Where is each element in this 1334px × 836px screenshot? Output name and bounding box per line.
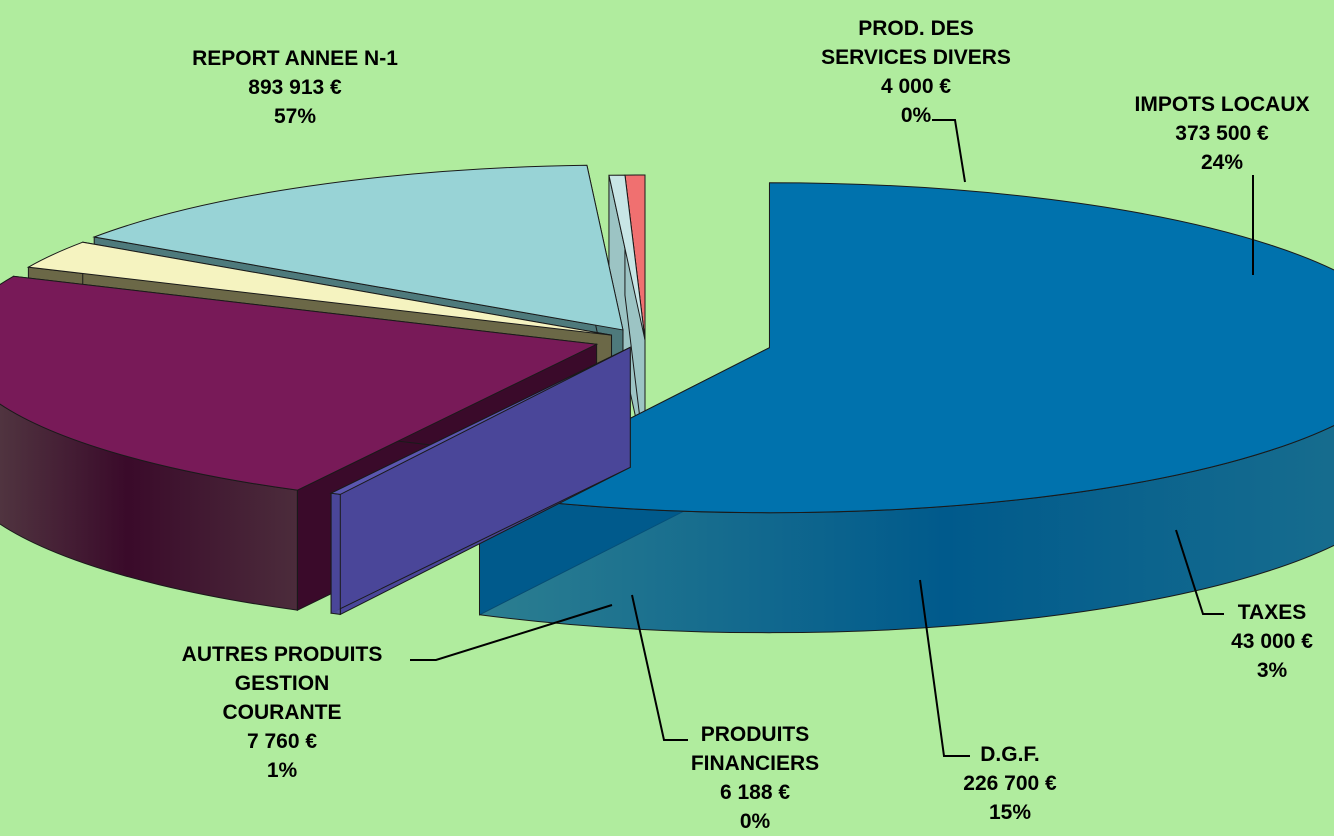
slice-label-6-percent: 1% — [266, 759, 298, 782]
leader-line-4 — [919, 579, 970, 757]
slice-2-top — [0, 275, 599, 491]
slice-1-top — [329, 346, 631, 495]
slice-label-5-name-0: PRODUITS — [700, 723, 810, 746]
slice-label-6-name-2: COURANTE — [222, 701, 342, 724]
slice-label-1-percent: 0% — [900, 104, 932, 127]
slice-1-side — [330, 492, 341, 615]
leader-line-5 — [631, 594, 688, 741]
slice-label-1-value: 4 000 € — [880, 75, 952, 98]
slice-label-2-percent: 24% — [1200, 151, 1244, 174]
slice-label-5-name-1: FINANCIERS — [690, 752, 820, 775]
leader-line-1 — [932, 119, 966, 183]
slice-label-0-name-0: REPORT ANNEE N-1 — [192, 47, 398, 70]
slice-label-1-name-0: PROD. DES — [858, 17, 974, 40]
slice-label-6-name-0: AUTRES PRODUITS — [181, 643, 383, 666]
slice-label-4-value: 226 700 € — [963, 772, 1057, 795]
slice-1 — [329, 346, 631, 616]
slice-label-4-percent: 15% — [988, 801, 1032, 824]
slice-label-0-value: 893 913 € — [248, 76, 342, 99]
slice-label-5-value: 6 188 € — [719, 781, 791, 804]
slice-label-4-name-0: D.G.F. — [980, 743, 1040, 766]
slice-label-4: D.G.F. 226 700 € 15% — [963, 740, 1056, 827]
slice-label-3-name-0: TAXES — [1237, 601, 1307, 624]
slice-label-1: PROD. DES SERVICES DIVERS 4 000 € 0% — [821, 14, 1011, 130]
slice-label-6-name-1: GESTION — [234, 672, 330, 695]
slice-label-2-value: 373 500 € — [1175, 122, 1269, 145]
slice-5 — [608, 174, 646, 461]
leader-line-6 — [410, 604, 613, 661]
slice-label-0-percent: 57% — [273, 105, 317, 128]
slice-label-5-percent: 0% — [739, 810, 771, 833]
slice-5-top — [608, 174, 646, 341]
slice-3-top — [26, 241, 612, 336]
slice-label-3: TAXES 43 000 € 3% — [1231, 598, 1313, 685]
slice-label-3-value: 43 000 € — [1231, 630, 1313, 653]
slice-label-2: IMPOTS LOCAUX 373 500 € 24% — [1134, 90, 1309, 177]
slice-label-3-percent: 3% — [1256, 659, 1288, 682]
slice-label-6-value: 7 760 € — [246, 730, 318, 753]
slice-label-5: PRODUITS FINANCIERS 6 188 € 0% — [691, 720, 819, 836]
slice-label-1-name-1: SERVICES DIVERS — [821, 46, 1011, 69]
slice-label-2-name-0: IMPOTS LOCAUX — [1134, 93, 1310, 116]
slice-0-top — [477, 182, 1334, 514]
slice-4-top — [92, 164, 624, 331]
slice-label-0: REPORT ANNEE N-1 893 913 € 57% — [192, 44, 398, 131]
slice-label-6: AUTRES PRODUITS GESTION COURANTE 7 760 € 1% — [182, 640, 383, 785]
slice-0 — [477, 182, 1334, 634]
leader-line-3 — [1175, 529, 1224, 615]
